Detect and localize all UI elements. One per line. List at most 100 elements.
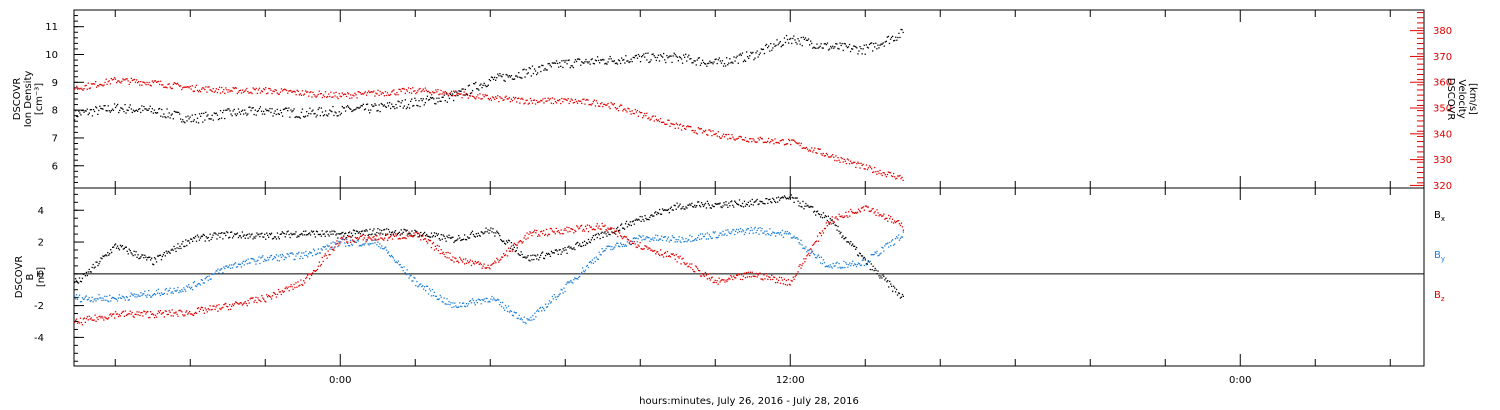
density-point: [565, 59, 567, 62]
b-z-point: [225, 302, 227, 305]
b-y-point: [703, 235, 706, 238]
velocity-point: [734, 139, 736, 141]
b-y-point: [859, 264, 862, 267]
legend-bz: Bz: [1434, 290, 1445, 303]
velocity-point: [91, 83, 94, 85]
b-x-point: [852, 243, 854, 245]
b-z-point: [801, 264, 803, 267]
b-z-point: [489, 268, 491, 270]
b-x-point: [474, 236, 476, 238]
b-z-point: [273, 292, 276, 294]
b-y-point: [120, 297, 123, 300]
b-y-point: [96, 297, 98, 300]
b-x-point: [234, 233, 237, 236]
b-z-point: [371, 239, 373, 241]
b-x-point: [414, 229, 416, 231]
b-y-point: [468, 300, 471, 303]
velocity-point: [85, 84, 87, 87]
b-z-point: [533, 231, 535, 233]
b-y-point: [790, 237, 792, 239]
b-x-point: [891, 285, 893, 287]
b-x-point: [344, 233, 346, 235]
density-point: [495, 79, 497, 81]
b-x-point: [517, 253, 519, 255]
b-z-point: [168, 310, 170, 312]
b-x-point: [753, 201, 755, 203]
b-y-point: [814, 254, 816, 256]
b-z-point: [204, 307, 206, 309]
b-x-point: [222, 238, 224, 240]
density-point: [205, 111, 207, 113]
b-z-point: [472, 262, 475, 264]
velocity-point: [775, 141, 777, 144]
b-y-point: [830, 266, 832, 268]
b-z-point: [766, 275, 768, 277]
b-y-point: [743, 233, 746, 236]
b-z-point: [255, 296, 257, 298]
b-y-point: [755, 232, 757, 234]
b-z-point: [465, 262, 468, 264]
b-x-point: [278, 238, 280, 240]
density-point: [183, 121, 185, 123]
b-z-point: [164, 310, 166, 312]
b-z-point: [735, 277, 737, 279]
density-point: [201, 112, 203, 115]
b-y-point: [500, 301, 502, 304]
b-x-point: [481, 231, 483, 233]
b-y-point: [641, 239, 643, 241]
b-x-point: [496, 230, 498, 232]
density-point: [704, 63, 706, 65]
b-z-point: [693, 270, 695, 273]
density-point: [818, 46, 820, 49]
b-y-point: [434, 295, 436, 297]
velocity-point: [835, 155, 837, 157]
density-point: [711, 61, 713, 64]
density-point: [309, 107, 311, 109]
b-z-point: [625, 236, 628, 238]
b-y-point: [427, 293, 430, 295]
b-z-point: [348, 235, 350, 238]
velocity-point: [125, 78, 127, 80]
b-x-point: [176, 247, 178, 249]
b-x-point: [781, 196, 784, 198]
velocity-point: [373, 90, 375, 92]
velocity-point: [194, 86, 196, 88]
b-z-point: [227, 306, 229, 308]
density-point: [279, 109, 282, 111]
b-y-point: [615, 244, 617, 246]
velocity-point: [833, 156, 835, 158]
density-point: [478, 89, 480, 91]
b-x-point: [371, 233, 373, 235]
velocity-point: [102, 85, 104, 87]
b-x-point: [116, 245, 119, 247]
density-point: [658, 60, 661, 62]
b-x-point: [872, 265, 874, 267]
b-y-point: [376, 244, 378, 246]
b-z-point: [808, 252, 810, 255]
b-x-point: [396, 234, 398, 236]
velocity-point: [592, 100, 594, 103]
b-x-point: [814, 210, 816, 212]
b-y-point: [829, 264, 831, 266]
velocity-point: [660, 121, 663, 123]
velocity-point: [413, 90, 415, 92]
b-y-point: [671, 235, 673, 237]
b-z-point: [849, 215, 851, 217]
velocity-point: [620, 104, 622, 106]
b-x-point: [250, 234, 252, 236]
velocity-point: [291, 91, 293, 93]
b-x-point: [692, 206, 694, 208]
b-x-point: [410, 234, 412, 236]
b-y-point: [364, 242, 366, 245]
density-point: [443, 94, 445, 96]
velocity-point: [321, 96, 324, 99]
b-y-point: [693, 239, 695, 242]
b-x-point: [241, 231, 243, 233]
b-x-point: [861, 255, 864, 257]
velocity-point: [219, 92, 222, 94]
b-x-point: [78, 277, 81, 279]
b-y-point: [172, 292, 174, 294]
density-point: [624, 62, 626, 64]
velocity-point: [704, 130, 706, 133]
